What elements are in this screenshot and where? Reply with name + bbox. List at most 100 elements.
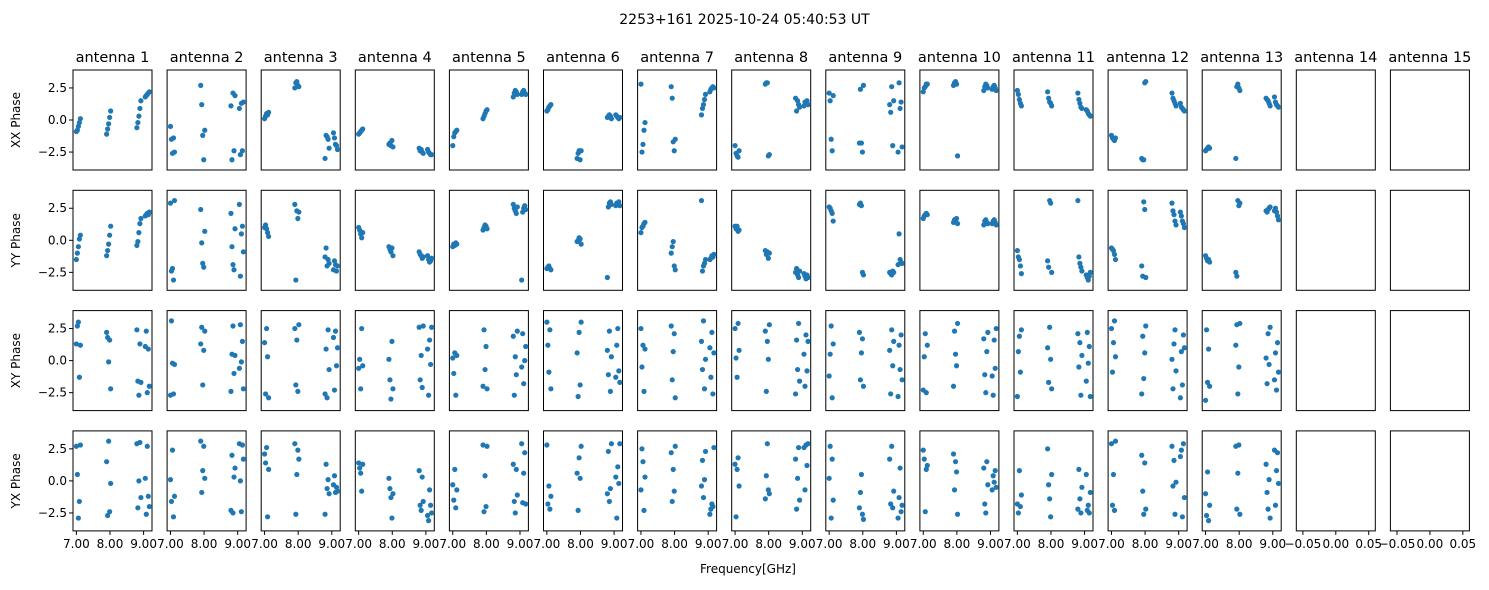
panel-frame bbox=[354, 430, 435, 532]
data-point bbox=[574, 470, 580, 476]
panel: −2.5 0.0 2.5 bbox=[38, 310, 153, 412]
data-point bbox=[1079, 268, 1085, 274]
data-point bbox=[1083, 471, 1089, 478]
data-point bbox=[858, 140, 865, 146]
data-point bbox=[331, 387, 338, 393]
data-point bbox=[417, 377, 423, 383]
data-point bbox=[1266, 477, 1272, 483]
data-point bbox=[138, 98, 144, 104]
data-point bbox=[144, 390, 150, 396]
data-point bbox=[898, 332, 904, 338]
data-point bbox=[889, 443, 895, 449]
data-point bbox=[145, 493, 151, 499]
data-point bbox=[424, 512, 431, 519]
data-point bbox=[232, 465, 238, 471]
data-point bbox=[672, 267, 678, 273]
data-point bbox=[513, 466, 519, 472]
data-point bbox=[698, 112, 705, 118]
data-point bbox=[860, 272, 867, 278]
data-point bbox=[856, 329, 863, 335]
data-point bbox=[232, 352, 238, 359]
data-point bbox=[429, 324, 435, 330]
data-point bbox=[1236, 442, 1242, 448]
data-point bbox=[1110, 340, 1117, 346]
data-point bbox=[520, 331, 526, 337]
data-point bbox=[699, 268, 706, 274]
data-point bbox=[668, 450, 674, 456]
data-point bbox=[1171, 457, 1177, 463]
data-point bbox=[239, 223, 246, 229]
data-point bbox=[606, 498, 612, 505]
data-point bbox=[829, 148, 835, 154]
data-point bbox=[1204, 379, 1211, 385]
data-point bbox=[830, 497, 836, 503]
data-point bbox=[1177, 453, 1183, 460]
data-point bbox=[202, 228, 208, 234]
data-point bbox=[388, 396, 394, 402]
data-point bbox=[793, 108, 800, 114]
data-point bbox=[828, 515, 834, 521]
data-point bbox=[702, 448, 709, 455]
data-point bbox=[1143, 506, 1149, 512]
data-point bbox=[323, 461, 329, 467]
data-point bbox=[1017, 369, 1023, 375]
data-point bbox=[985, 221, 991, 227]
data-point bbox=[420, 254, 426, 260]
data-point bbox=[360, 230, 366, 236]
data-point bbox=[1045, 89, 1051, 95]
data-point bbox=[1141, 511, 1147, 517]
data-point bbox=[77, 232, 83, 238]
data-point bbox=[357, 465, 363, 471]
data-point bbox=[899, 260, 905, 266]
data-point bbox=[1141, 375, 1147, 382]
data-point bbox=[733, 514, 739, 520]
data-point bbox=[548, 493, 554, 499]
data-point bbox=[895, 515, 901, 521]
data-point bbox=[736, 347, 742, 353]
data-point bbox=[1079, 484, 1085, 490]
data-point bbox=[642, 219, 648, 225]
y-tick-label: −2.5 bbox=[38, 386, 67, 400]
data-point bbox=[829, 456, 835, 462]
data-point bbox=[77, 442, 83, 448]
data-point bbox=[77, 342, 83, 348]
data-point bbox=[710, 391, 716, 397]
data-point bbox=[482, 366, 488, 373]
data-point bbox=[699, 457, 706, 463]
y-tick-label: 2.5 bbox=[48, 81, 67, 95]
data-point bbox=[1045, 258, 1051, 264]
data-point bbox=[765, 255, 771, 261]
data-point bbox=[797, 497, 803, 503]
data-point bbox=[669, 498, 675, 505]
data-point bbox=[453, 392, 459, 398]
data-point bbox=[578, 443, 584, 449]
data-point bbox=[828, 323, 834, 329]
data-point bbox=[1271, 94, 1278, 100]
data-point bbox=[1169, 90, 1175, 96]
data-point bbox=[860, 383, 867, 389]
data-point bbox=[640, 141, 646, 147]
data-point bbox=[484, 107, 490, 113]
x-tick-label: 8.00 bbox=[1038, 537, 1065, 551]
data-point bbox=[519, 277, 525, 283]
data-point bbox=[333, 363, 340, 369]
panel bbox=[260, 69, 341, 171]
x-tick-label: 7.00 bbox=[910, 537, 937, 551]
data-point bbox=[106, 438, 112, 444]
data-point bbox=[483, 343, 489, 350]
panel bbox=[1107, 189, 1188, 291]
data-point bbox=[390, 144, 396, 150]
data-point bbox=[1272, 350, 1279, 356]
data-point bbox=[899, 144, 905, 150]
data-point bbox=[323, 245, 329, 251]
data-point bbox=[672, 443, 678, 449]
data-point bbox=[168, 498, 175, 505]
data-point bbox=[1075, 331, 1081, 337]
data-point bbox=[887, 456, 893, 462]
data-point bbox=[356, 460, 362, 466]
data-point bbox=[921, 456, 927, 462]
data-point bbox=[1016, 333, 1022, 339]
data-point bbox=[75, 244, 81, 250]
data-point bbox=[454, 127, 460, 133]
data-point bbox=[763, 388, 769, 394]
